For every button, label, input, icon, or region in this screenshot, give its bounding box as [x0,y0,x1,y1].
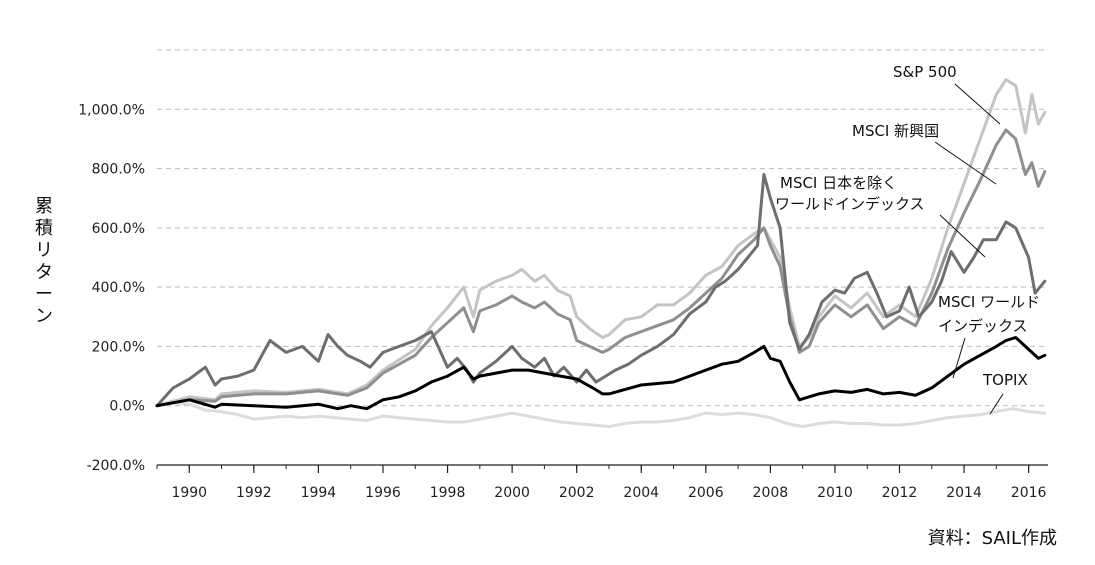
x-tick-label: 2002 [559,485,595,501]
y-tick-label: 1,000.0% [78,102,145,118]
y-tick-label: 200.0% [92,339,145,355]
x-tick-label: 1994 [301,485,337,501]
x-tick-label: 2012 [882,485,918,501]
x-tick-label: 2006 [688,485,724,501]
annotation-label: MSCI ワールド [938,293,1040,311]
series-line-1 [155,128,1047,408]
x-tick-label: 1990 [171,485,207,501]
annotation-leader [954,83,1001,125]
y-tick-label: 800.0% [92,162,145,178]
x-tick-label: 2004 [623,485,659,501]
annotation-label: インデックス [938,317,1028,335]
x-tick-label: 1996 [365,485,401,501]
annotation-label: MSCI 新興国 [852,122,939,140]
annotation-label: ワールドインデックス [775,195,925,213]
series-lines [155,78,1047,428]
annotation-label: S&P 500 [893,63,957,81]
x-tick-label: 2010 [817,485,853,501]
x-tick-label: 1998 [430,485,466,501]
annotation-leader [952,337,966,379]
x-tick-label: 1992 [236,485,272,501]
y-tick-label: 0.0% [109,399,145,415]
x-axis: 1990 1992 1994 1996 1998 2000 2002 2004 2006 2008… [156,464,1048,501]
annotation-label: MSCI 日本を除く [780,174,897,192]
series-line-3 [155,336,1047,411]
source-note: 資料：SAIL作成 [927,528,1057,549]
annotation-label: TOPIX [982,371,1028,389]
grid-lines [157,49,1048,407]
y-axis-label: 累積リターン [35,196,53,327]
annotation-leader [989,393,1004,415]
annotation-leader [939,214,986,258]
series-line-0 [155,78,1047,408]
x-tick-label: 2016 [1011,485,1047,501]
x-tick-label: 2008 [753,485,789,501]
series-line-2 [155,173,1047,408]
x-tick-label: 2014 [946,485,982,501]
annotation-leader [934,141,997,185]
y-tick-label: 600.0% [92,221,145,237]
series-line-4 [155,401,1047,428]
y-axis-ticks: -200.0% 0.0% 200.0% 400.0% 600.0% 800.0% 1,000… [78,102,145,474]
x-tick-label: 2000 [494,485,530,501]
y-tick-label: -200.0% [87,458,145,474]
y-tick-label: 400.0% [92,280,145,296]
